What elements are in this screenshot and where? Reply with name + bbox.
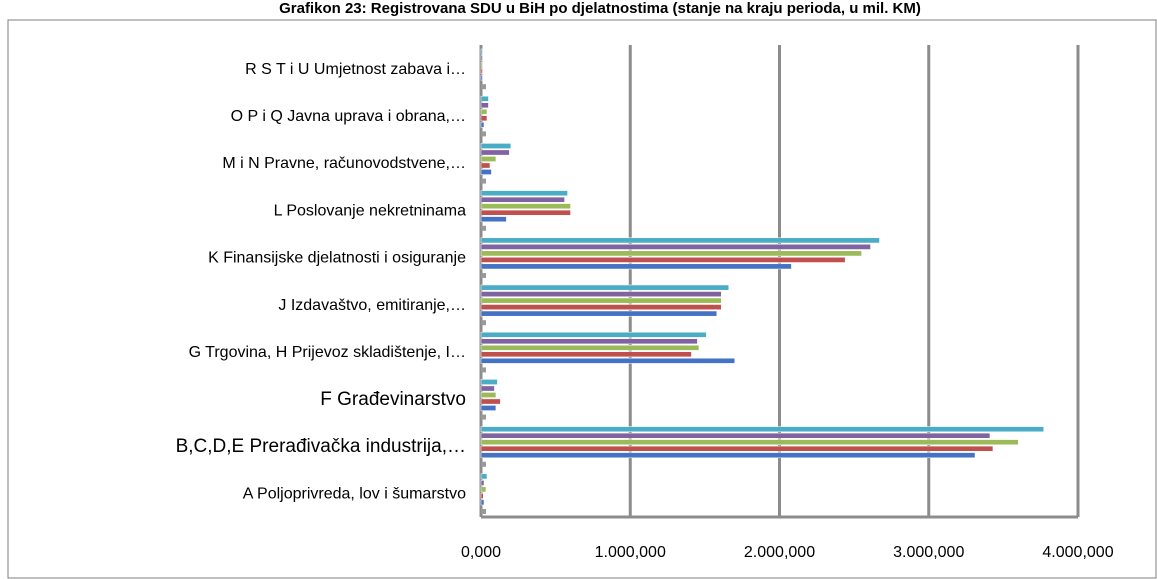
y-tick-label: M i N Pravne, računovodstvene,… bbox=[222, 155, 466, 172]
bar bbox=[480, 121, 485, 128]
bar bbox=[480, 297, 722, 304]
bar bbox=[480, 445, 994, 452]
bar bbox=[480, 250, 862, 257]
bar bbox=[480, 385, 495, 392]
bar bbox=[480, 379, 498, 385]
floor-tick bbox=[481, 414, 486, 420]
bar bbox=[480, 162, 491, 169]
bar bbox=[480, 344, 700, 351]
floor-tick bbox=[481, 225, 486, 231]
bar bbox=[480, 473, 488, 480]
floor-tick bbox=[481, 84, 486, 90]
y-tick-label: J Izdavaštvo, emitiranje,… bbox=[278, 297, 466, 314]
floor-tick bbox=[481, 320, 486, 326]
bar bbox=[480, 61, 483, 68]
bar bbox=[480, 284, 730, 291]
bar bbox=[480, 156, 497, 162]
bar bbox=[480, 196, 565, 203]
bar bbox=[480, 392, 497, 398]
bar bbox=[480, 169, 492, 175]
bar bbox=[480, 331, 707, 338]
x-tick-label: 1.000,000 bbox=[595, 544, 666, 561]
floor-tick bbox=[481, 367, 486, 373]
y-tick-label: L Poslovanje nekretninama bbox=[274, 202, 467, 219]
x-tick-label: 4.000,000 bbox=[1042, 544, 1113, 561]
x-tick-label: 2.000,000 bbox=[744, 544, 815, 561]
floor-tick bbox=[481, 131, 486, 137]
bar bbox=[480, 143, 512, 149]
x-tick-label: 0,000 bbox=[461, 544, 501, 561]
y-tick-label: R S T i U Umjetnost zabava i… bbox=[245, 61, 466, 78]
bar bbox=[480, 486, 487, 493]
bar bbox=[480, 357, 735, 364]
bar bbox=[480, 68, 483, 74]
y-tick-label: F Građevinarstvo bbox=[320, 389, 466, 410]
bar bbox=[480, 452, 976, 459]
bar bbox=[480, 55, 483, 61]
bar bbox=[480, 480, 485, 486]
floor-tick bbox=[481, 273, 486, 278]
bar bbox=[480, 405, 497, 411]
y-tick-label: A Poljoprivreda, lov i šumarstvo bbox=[243, 486, 466, 503]
bar bbox=[480, 237, 880, 244]
bar bbox=[480, 108, 488, 115]
bar bbox=[480, 115, 488, 122]
chart-title: Grafikon 23: Registrovana SDU u BiH po d… bbox=[279, 0, 921, 17]
bar bbox=[480, 244, 871, 250]
bar bbox=[480, 149, 510, 156]
bar bbox=[480, 263, 792, 270]
floor-tick bbox=[481, 461, 486, 467]
y-tick-label: O P i Q Javna uprava i obrana,… bbox=[231, 108, 466, 125]
bar bbox=[480, 426, 1044, 433]
x-tick-label: 3.000,000 bbox=[893, 544, 964, 561]
y-tick-label: G Trgovina, H Prijevoz skladištenje, I… bbox=[189, 344, 466, 361]
floor-tick bbox=[481, 509, 486, 514]
bar bbox=[480, 95, 489, 102]
bar bbox=[480, 338, 698, 345]
bar bbox=[480, 257, 846, 263]
bar bbox=[480, 432, 991, 439]
bar bbox=[480, 48, 483, 55]
bar bbox=[480, 499, 485, 506]
bar bbox=[480, 398, 501, 405]
bar bbox=[480, 74, 483, 81]
floor-tick bbox=[481, 178, 486, 184]
y-tick-label: B,C,D,E Prerađivačka industrija,… bbox=[176, 436, 466, 457]
bar bbox=[480, 216, 507, 223]
bar bbox=[480, 493, 484, 499]
bar bbox=[480, 203, 571, 210]
bar bbox=[480, 102, 489, 109]
bar bbox=[480, 291, 722, 297]
y-tick-label: K Finansijske djelatnosti i osiguranje bbox=[208, 250, 466, 267]
bar bbox=[480, 310, 718, 317]
bar bbox=[480, 439, 1019, 446]
bar bbox=[480, 209, 571, 216]
bar bbox=[480, 304, 722, 310]
bar bbox=[480, 190, 568, 197]
bar bbox=[480, 351, 692, 358]
